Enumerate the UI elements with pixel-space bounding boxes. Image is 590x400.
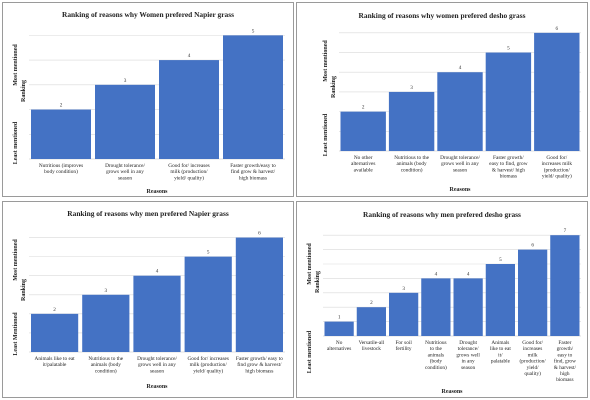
bar [534,32,580,151]
bar [31,109,91,159]
bar [550,235,580,336]
bar [388,91,435,151]
chart-women-napier: Ranking of reasons why Women prefered Na… [13,10,285,195]
x-axis-label: Reasons [146,189,168,195]
tick-label: No other alternatives available [351,155,375,173]
bar [82,294,130,352]
x-axis-label: Reasons [146,384,168,390]
data-label: 2 [370,300,373,306]
chart-panel-men-desho: Ranking of reasons why men prefered desh… [296,201,588,398]
chart-panel-women-desho: Ranking of reasons why women prefered de… [296,2,588,197]
data-label: 3 [105,288,108,294]
data-label: 4 [435,271,438,277]
data-label: 5 [207,250,210,256]
tick-label: Drought tolerance/grows well in any seaso… [440,155,480,173]
data-label: 4 [156,269,159,275]
y-axis-high-label: Most mentioned [307,243,313,285]
bar [133,275,181,352]
tick-label: Faster growth/easy to find, grow & harves… [489,155,527,180]
tick-label: Good for/increases milk (production/yield… [542,154,573,180]
data-label: 5 [507,46,510,52]
bar [159,60,219,159]
x-axis-label: Reasons [449,187,471,193]
chart-title: Ranking of reasons why men prefered desh… [363,210,521,219]
bar [95,84,155,159]
bar [518,249,548,336]
chart-panel-women-napier: Ranking of reasons why Women prefered Na… [2,2,294,197]
bar [235,237,283,352]
bar [184,256,232,352]
bar [485,264,515,336]
tick-label: Nutritious to the animals (body condition) [394,155,429,173]
bar [421,278,451,336]
data-label: 1 [338,315,341,321]
tick-label: For soil fertility [395,340,412,352]
y-axis-low-label: Least mentioned [13,121,19,164]
y-axis-high-label: Most mentioned [13,239,19,281]
bar [453,278,483,336]
bar [340,111,386,151]
y-axis-low-label: Least mentioned [323,113,329,156]
data-label: 3 [402,286,405,292]
y-axis-low-label: Least mentioned [307,330,313,373]
data-label: 3 [124,78,127,84]
tick-label: Versatile-all livestock [359,340,385,352]
chart-men-desho: Ranking of reasons why men prefered desh… [307,210,581,395]
data-label: 2 [53,307,56,313]
y-axis-low-label: Least Mentioned [13,312,19,356]
tick-label: Animals like to eat it/palatable [490,340,511,365]
data-label: 5 [499,257,502,263]
bar [324,321,354,336]
tick-label: Good for/increases milk (production/yield/… [520,339,547,377]
tick-label: Nutritious to the animals (body condition) [88,356,123,374]
tick-label: Drought tolerance/grows well in any season [456,340,480,371]
data-label: 2 [60,103,63,109]
tick-label: Animals like to eat it/palatable [35,356,76,368]
y-axis-high-label: Most mentioned [13,44,19,86]
tick-label: Faster growth/ easy to find grow & harves… [236,356,283,374]
chart-panel-men-napier: Ranking of reasons why men prefered Napi… [2,201,294,398]
chart-title: Ranking of reasons why Women prefered Na… [62,10,234,19]
data-label: 5 [252,28,255,34]
y-axis-label: Ranking [315,271,321,293]
tick-label: Faster growth/easy to find grow & harvest… [230,163,276,181]
chart-men-napier: Ranking of reasons why men prefered Napi… [13,209,285,390]
data-label: 4 [467,271,470,277]
y-axis-label: Ranking [331,76,337,98]
data-label: 4 [188,53,191,59]
bar [223,35,283,160]
data-label: 6 [556,26,559,32]
bar [389,292,419,336]
y-axis-label: Ranking [21,279,27,301]
bar [31,313,79,352]
chart-women-desho: Ranking of reasons why women prefered de… [323,11,581,193]
data-label: 6 [531,243,534,249]
tick-label: Nutritious (improves body condition) [39,162,83,175]
chart-title: Ranking of reasons why men prefered Napi… [67,209,229,218]
data-label: 4 [459,65,462,71]
bar [485,52,532,151]
tick-label: Faster growth/easy to find, grow & harvest/… [554,340,577,383]
tick-label: Good for/ increases milk (production/yiel… [168,162,209,181]
tick-label: Drought tolerance/grows well in any seaso… [137,356,177,374]
data-label: 2 [362,105,365,111]
y-axis-high-label: Most mentioned [323,40,329,82]
tick-label: Good for/ increases milk (production/yiel… [187,355,228,374]
bar [437,72,483,151]
data-label: 3 [410,85,413,91]
chart-title: Ranking of reasons why women prefered de… [359,11,526,20]
tick-label: Drought tolerance/grows well in any seaso… [105,163,145,181]
data-label: 6 [258,231,261,237]
y-axis-label: Ranking [21,80,27,102]
bar [356,307,386,336]
tick-label: Nutritious to the animals (body condition) [425,340,447,371]
data-label: 7 [564,228,567,234]
tick-label: No alternatives [327,340,351,352]
x-axis-label: Reasons [441,389,463,395]
